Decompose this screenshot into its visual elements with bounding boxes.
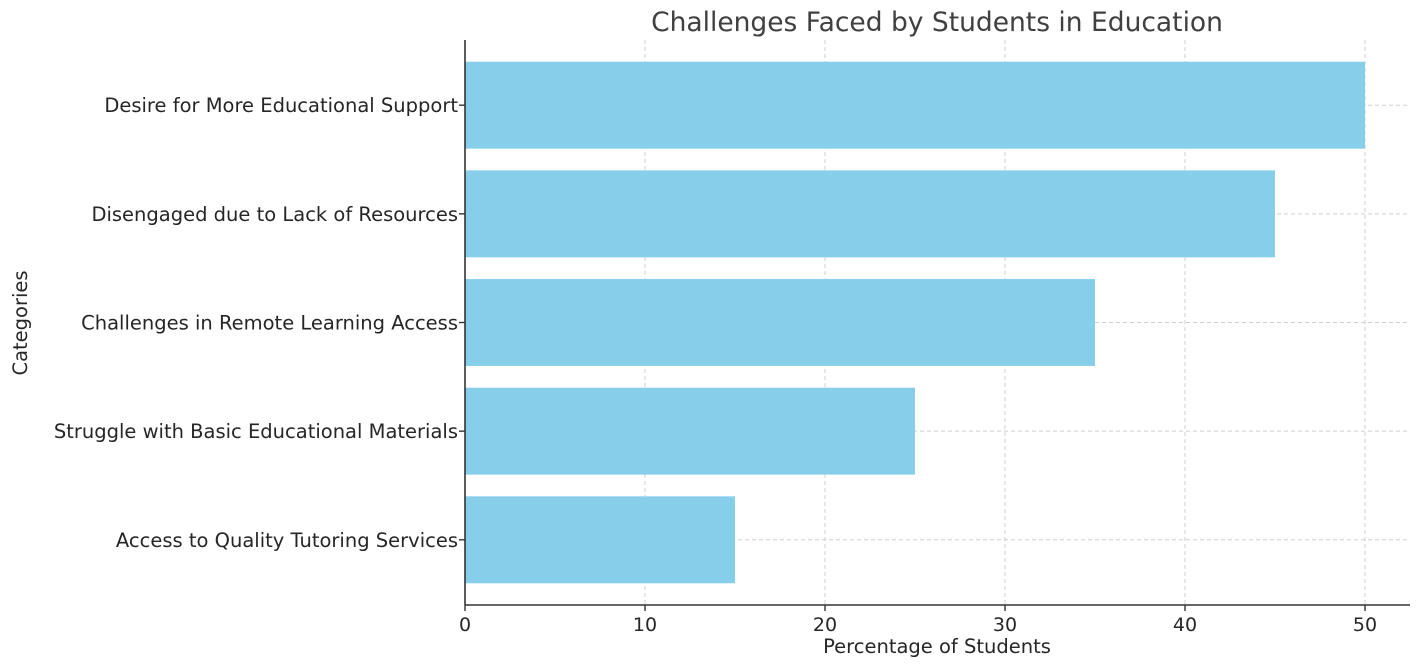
bar — [465, 387, 915, 475]
category-label: Access to Quality Tutoring Services — [116, 529, 458, 552]
bar — [465, 496, 735, 584]
y-axis-title: Categories — [9, 270, 32, 375]
x-tick-label: 50 — [1353, 614, 1377, 636]
x-tick-label: 10 — [633, 614, 657, 636]
x-tick-label: 40 — [1173, 614, 1197, 636]
category-label: Desire for More Educational Support — [104, 94, 458, 117]
bar — [465, 61, 1365, 149]
x-tick-label: 30 — [993, 614, 1017, 636]
bar — [465, 279, 1095, 366]
x-tick-label: 20 — [813, 614, 837, 636]
x-ticks: 0 10 20 30 40 50 — [459, 605, 1377, 636]
category-label: Struggle with Basic Educational Material… — [54, 420, 458, 443]
x-tick-label: 0 — [459, 614, 471, 636]
category-label: Challenges in Remote Learning Access — [81, 312, 458, 335]
bar — [465, 170, 1275, 258]
category-label: Disengaged due to Lack of Resources — [91, 203, 458, 226]
x-axis-title: Percentage of Students — [823, 635, 1051, 658]
chart-title: Challenges Faced by Students in Educatio… — [651, 7, 1223, 38]
bars — [465, 61, 1365, 584]
y-ticks: Access to Quality Tutoring Services Strug… — [54, 94, 465, 552]
